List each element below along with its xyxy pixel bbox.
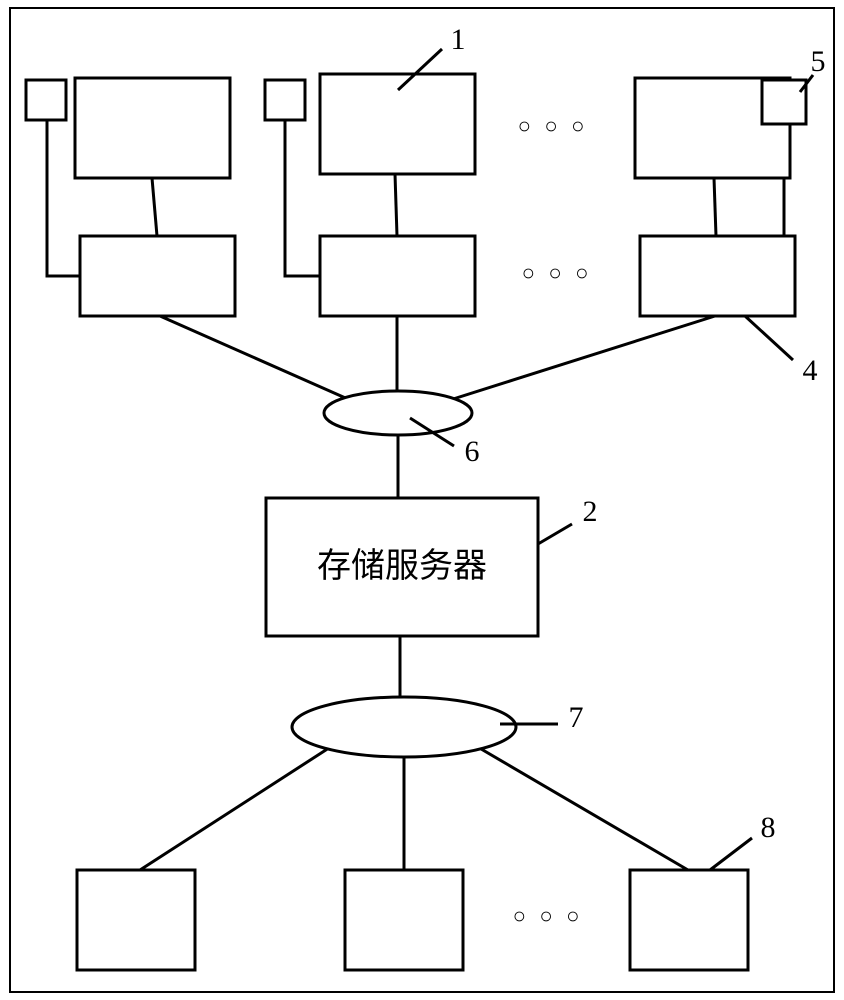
- edge-2: [395, 174, 397, 236]
- ellipsis-2: ○ ○ ○: [513, 903, 584, 928]
- edge-4: [714, 178, 716, 236]
- label-lead-2: [538, 524, 572, 544]
- edge-11: [140, 746, 332, 870]
- node-mid_3: [640, 236, 795, 316]
- label-1: 1: [451, 23, 466, 56]
- node-top_small_3: [762, 80, 806, 124]
- label-7: 7: [569, 701, 584, 734]
- edge-13: [476, 746, 688, 870]
- node-hub_bottom: [292, 697, 516, 757]
- edge-3: [285, 120, 320, 276]
- node-top_small_2: [265, 80, 305, 120]
- edge-8: [450, 316, 715, 400]
- label-2: 2: [583, 495, 598, 528]
- label-lead-4: [745, 316, 793, 360]
- node-server-text: 存储服务器: [317, 547, 487, 585]
- edge-6: [160, 316, 350, 400]
- node-mid_1: [80, 236, 235, 316]
- node-mid_2: [320, 236, 475, 316]
- node-top_large_1: [75, 78, 230, 178]
- label-8: 8: [761, 811, 776, 844]
- nodes-group: 存储服务器: [26, 74, 806, 970]
- label-4: 4: [803, 354, 818, 387]
- ellipsis-0: ○ ○ ○: [518, 113, 589, 138]
- node-bot_3: [630, 870, 748, 970]
- node-bot_2: [345, 870, 463, 970]
- node-hub_top: [324, 391, 472, 435]
- label-6: 6: [465, 435, 480, 468]
- network-diagram: 存储服务器 ○ ○ ○ ○ ○ ○ ○ ○ ○ 1 2 4 5 6 7 8: [0, 0, 844, 1000]
- label-lead-8: [710, 838, 752, 870]
- ellipsis-1: ○ ○ ○: [522, 260, 593, 285]
- node-top_small_1: [26, 80, 66, 120]
- label-5: 5: [811, 45, 826, 78]
- edge-0: [152, 178, 157, 236]
- node-bot_1: [77, 870, 195, 970]
